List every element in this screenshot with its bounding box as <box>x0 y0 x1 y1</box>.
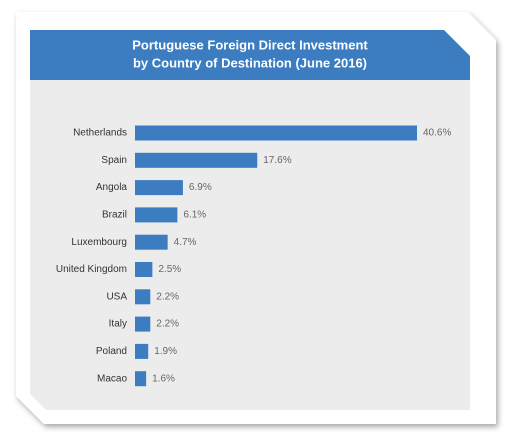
bar <box>135 371 147 387</box>
category-label: Macao <box>97 373 127 384</box>
category-label: United Kingdom <box>56 264 127 275</box>
value-label: 6.9% <box>189 182 212 193</box>
bar <box>135 152 258 168</box>
category-label: Brazil <box>102 210 127 221</box>
bar <box>135 125 417 141</box>
value-label: 17.6% <box>263 155 291 166</box>
category-label: Spain <box>101 155 127 166</box>
chart-title: by Country of Destination (June 2016) <box>133 55 367 70</box>
value-label: 2.2% <box>156 291 179 302</box>
bar <box>135 343 149 359</box>
bar <box>135 316 151 332</box>
category-label: Poland <box>96 346 127 357</box>
header-band <box>30 30 470 80</box>
bar <box>135 180 183 196</box>
bar <box>135 234 168 250</box>
value-label: 6.1% <box>183 210 206 221</box>
bar <box>135 262 153 277</box>
value-label: 40.6% <box>423 128 451 139</box>
value-label: 2.5% <box>158 264 181 275</box>
value-label: 2.2% <box>156 319 179 330</box>
chart-title: Portuguese Foreign Direct Investment <box>132 37 368 52</box>
category-label: Luxembourg <box>71 237 127 248</box>
value-label: 1.6% <box>152 373 175 384</box>
category-label: Italy <box>109 319 127 330</box>
category-label: Angola <box>96 182 128 193</box>
bar <box>135 207 178 223</box>
value-label: 1.9% <box>154 346 177 357</box>
category-label: Netherlands <box>73 128 127 139</box>
bar <box>135 289 151 305</box>
category-label: USA <box>106 291 127 302</box>
value-label: 4.7% <box>174 237 197 248</box>
